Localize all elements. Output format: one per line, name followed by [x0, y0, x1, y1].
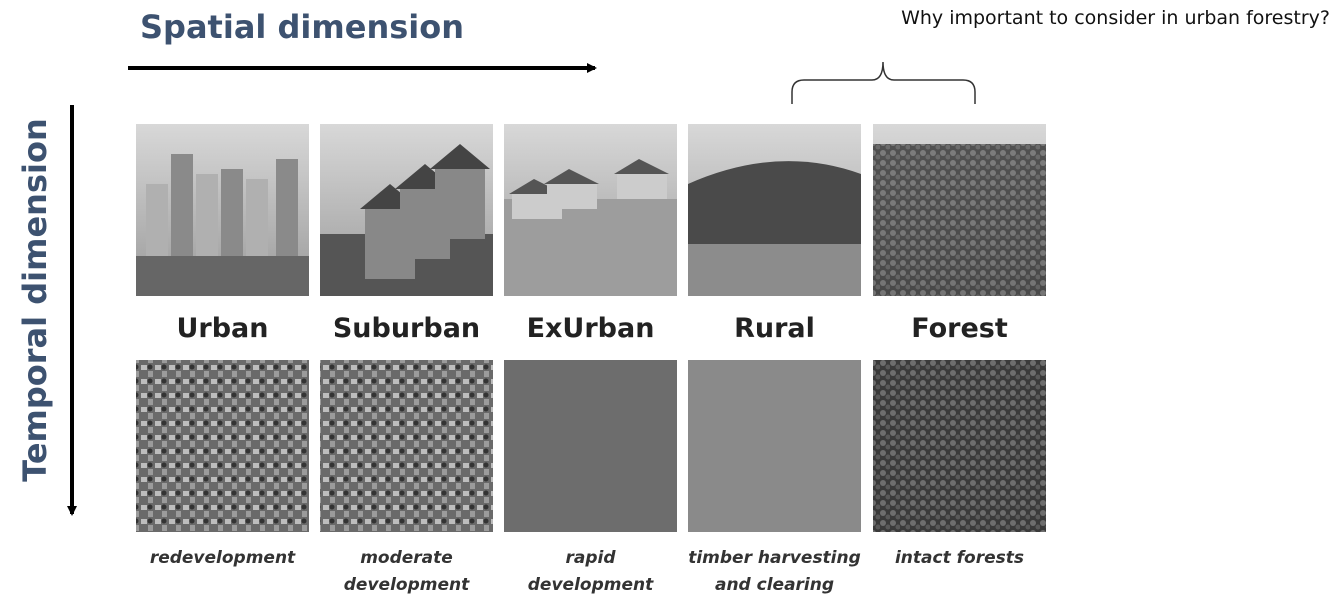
column-caption: development: [528, 575, 654, 595]
house: [617, 174, 667, 199]
temporal-axis-title: Temporal dimension: [16, 118, 54, 481]
aerial-photo: [873, 360, 1046, 532]
water: [136, 256, 309, 296]
column: Forest intact forests: [873, 124, 1046, 568]
column-label: Urban: [176, 313, 268, 344]
column-label: Suburban: [333, 313, 480, 344]
aerial-photo: [136, 360, 309, 532]
column-label: Rural: [734, 313, 815, 344]
column-caption: development: [344, 575, 470, 595]
question: Why important to consider in urban fores…: [901, 7, 1330, 29]
column: ExUrban rapid development: [504, 124, 677, 595]
building: [196, 174, 218, 256]
trees: [873, 144, 1046, 296]
column-caption: rapid: [565, 548, 616, 568]
column-label: Forest: [911, 313, 1008, 344]
column-caption: timber harvesting: [688, 548, 861, 568]
aerial-photo: [320, 360, 493, 532]
aerial-photo: [504, 360, 677, 532]
bracket: [792, 62, 975, 104]
building: [276, 159, 298, 256]
house: [435, 169, 485, 239]
clearing: [688, 244, 861, 296]
column: Rural timber harvesting and clearing: [688, 124, 861, 595]
building: [146, 184, 168, 256]
aerial-photo: [688, 360, 861, 532]
column-caption: and clearing: [715, 575, 834, 595]
column-label: ExUrban: [527, 313, 655, 344]
columns: Urban redevelopment Suburban moderate develo…: [136, 124, 1046, 595]
column-caption: intact forests: [895, 548, 1024, 568]
column: Suburban moderate development: [320, 124, 493, 595]
column-caption: redevelopment: [150, 548, 296, 568]
page: Spatial dimension Temporal dimension Why…: [0, 0, 1334, 598]
spatial-axis-title: Spatial dimension: [140, 8, 464, 46]
diagram: Spatial dimension Temporal dimension Why…: [0, 0, 1334, 598]
column-caption: moderate: [360, 548, 453, 568]
house: [547, 184, 597, 209]
building: [246, 179, 268, 256]
building: [221, 169, 243, 256]
building: [171, 154, 193, 256]
column: Urban redevelopment: [136, 124, 309, 568]
hill: [688, 161, 861, 254]
